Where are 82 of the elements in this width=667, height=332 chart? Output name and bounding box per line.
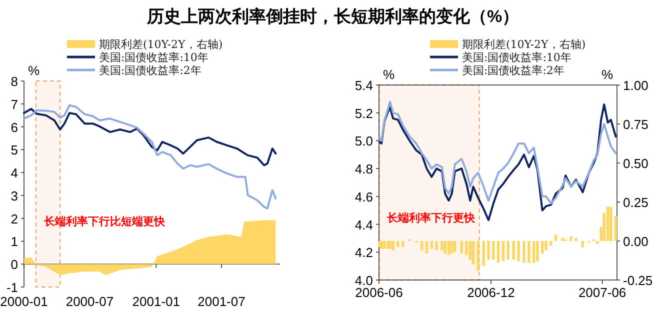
bar <box>609 206 612 241</box>
x-tick-label: 2001-01 <box>132 294 180 309</box>
bar <box>540 241 544 254</box>
x-tick-label: 2006-06 <box>355 285 403 300</box>
bar <box>444 241 446 254</box>
annotation: 长端利率下行比短端更快 <box>42 215 166 228</box>
legend-label: 期限利差(10Y-2Y，右轴) <box>462 38 586 51</box>
y-tick-label: 5.0 <box>354 134 373 149</box>
y-tick-label: 5 <box>10 142 18 158</box>
bar <box>561 238 564 241</box>
legend-label: 美国:国债收益率:10年 <box>99 51 208 64</box>
bar <box>550 241 552 246</box>
y2-axis-title: % <box>601 67 614 82</box>
y-tick-label: 0 <box>10 257 18 272</box>
y-axis-title: % <box>383 67 395 82</box>
x-tick-label: 2006-12 <box>467 285 515 300</box>
bar <box>460 241 463 254</box>
bar <box>383 241 386 249</box>
bar <box>570 236 573 241</box>
bar <box>453 241 456 252</box>
x-tick-label: 2000-07 <box>66 294 114 309</box>
y-tick-label: 7 <box>10 96 18 112</box>
y2-tick-label: 0.25 <box>623 195 648 210</box>
legend-label: 美国:国债收益率:2年 <box>99 64 202 77</box>
bar <box>401 241 404 248</box>
y-tick-label: 2 <box>10 211 18 226</box>
x-tick-label: 2001-07 <box>198 294 246 309</box>
bar <box>506 241 510 260</box>
y-tick-label: -1 <box>6 280 18 295</box>
bar <box>465 241 468 256</box>
y-tick-label: 1 <box>10 234 18 250</box>
bar <box>544 241 548 250</box>
bar <box>492 241 495 260</box>
legend-label: 期限利差(10Y-2Y，右轴) <box>99 38 223 51</box>
y2-tick-label: 0.00 <box>623 234 648 249</box>
bar <box>574 238 578 241</box>
bar <box>606 206 610 241</box>
bar <box>522 241 526 263</box>
y2-tick-label: 0.50 <box>623 156 648 171</box>
bar <box>440 241 444 250</box>
bar <box>517 241 520 262</box>
y-tick-label: 4.6 <box>354 189 373 204</box>
y-tick-label: 4.8 <box>354 162 373 177</box>
bar <box>487 241 490 260</box>
bar <box>392 241 394 250</box>
x-tick-label: 2000-01 <box>0 294 48 309</box>
line-series <box>23 108 277 166</box>
line-series <box>378 100 617 204</box>
bar <box>430 241 434 249</box>
annotation: 长端利率下行更快 <box>386 212 476 225</box>
legend-label: 美国:国债收益率:2年 <box>462 64 564 77</box>
y-tick-label: 8 <box>10 74 18 89</box>
bar <box>502 241 505 262</box>
bar <box>472 241 475 264</box>
line-series <box>23 104 277 210</box>
bar <box>532 241 536 263</box>
y-tick-label: 6 <box>10 120 18 135</box>
y-tick-label: 5.4 <box>354 78 373 93</box>
bar <box>512 241 515 260</box>
text: 历史上两次利率倒挂时，长短期利率的变化（%） <box>146 7 520 26</box>
legend-label: 美国:国债收益率:10年 <box>462 51 572 64</box>
bar <box>596 241 599 244</box>
bar <box>527 241 530 263</box>
y2-tick-label: 1.00 <box>623 78 648 93</box>
y-tick-label: 4.4 <box>354 217 373 232</box>
y-tick-label: 5.2 <box>354 106 373 121</box>
bar <box>435 241 438 250</box>
y-tick-label: 4.2 <box>354 245 373 260</box>
x-tick-label: 2007-06 <box>578 285 626 300</box>
line-series <box>378 104 617 222</box>
y-tick-label: 4 <box>10 166 18 181</box>
y-tick-label: 3 <box>10 188 18 204</box>
y2-tick-label: 0.75 <box>623 117 648 132</box>
y-tick-label: 4.0 <box>354 273 373 288</box>
bar <box>482 241 486 266</box>
y-axis-title: % <box>28 63 40 78</box>
y2-tick-label: -0.25 <box>623 273 653 288</box>
bar <box>496 241 500 263</box>
bar <box>396 241 400 248</box>
bar <box>536 241 539 262</box>
bar <box>476 241 480 271</box>
bar <box>420 241 424 250</box>
